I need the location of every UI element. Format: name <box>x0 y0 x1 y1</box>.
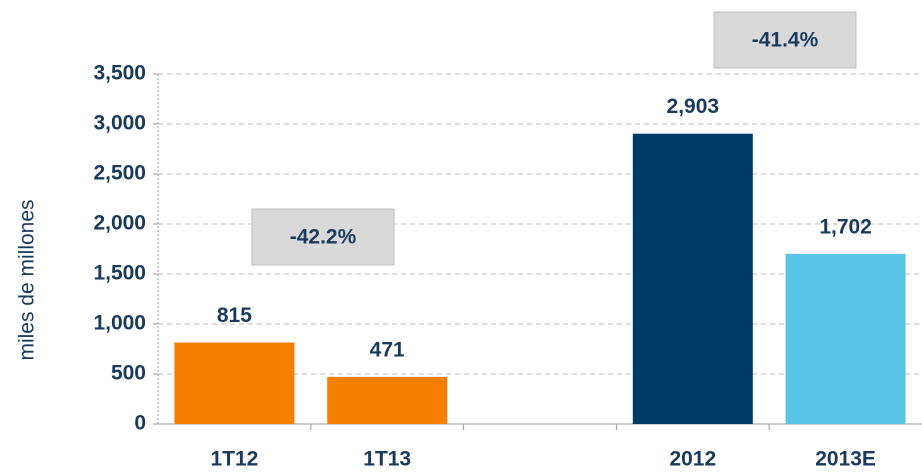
annotation: -42.2% <box>290 226 357 249</box>
y-tick-label: 3,500 <box>93 62 146 85</box>
y-tick-label: 1,000 <box>93 312 146 335</box>
y-tick-label: 2,500 <box>93 162 146 185</box>
bar <box>174 342 295 424</box>
y-tick-label: 2,000 <box>93 212 146 235</box>
y-tick-label: 500 <box>111 362 146 385</box>
x-tick-label: 1T13 <box>363 448 411 471</box>
bar <box>327 376 448 424</box>
x-tick-label: 1T12 <box>210 448 258 471</box>
data-label: 2,903 <box>667 95 720 118</box>
bar <box>785 253 906 424</box>
data-label: 1,702 <box>819 215 872 238</box>
annotation-box <box>251 208 395 266</box>
bar <box>632 133 753 424</box>
annotation-box <box>713 11 857 69</box>
data-label: 815 <box>217 304 252 327</box>
x-tick-label: 2012 <box>669 448 716 471</box>
y-tick-label: 0 <box>134 412 146 435</box>
x-tick-label: 2013E <box>815 448 876 471</box>
data-label: 471 <box>370 338 405 361</box>
y-tick-label: 3,000 <box>93 112 146 135</box>
y-axis-label: miles de millones <box>16 199 39 360</box>
y-tick-label: 1,500 <box>93 262 146 285</box>
annotation: -41.4% <box>752 29 819 52</box>
